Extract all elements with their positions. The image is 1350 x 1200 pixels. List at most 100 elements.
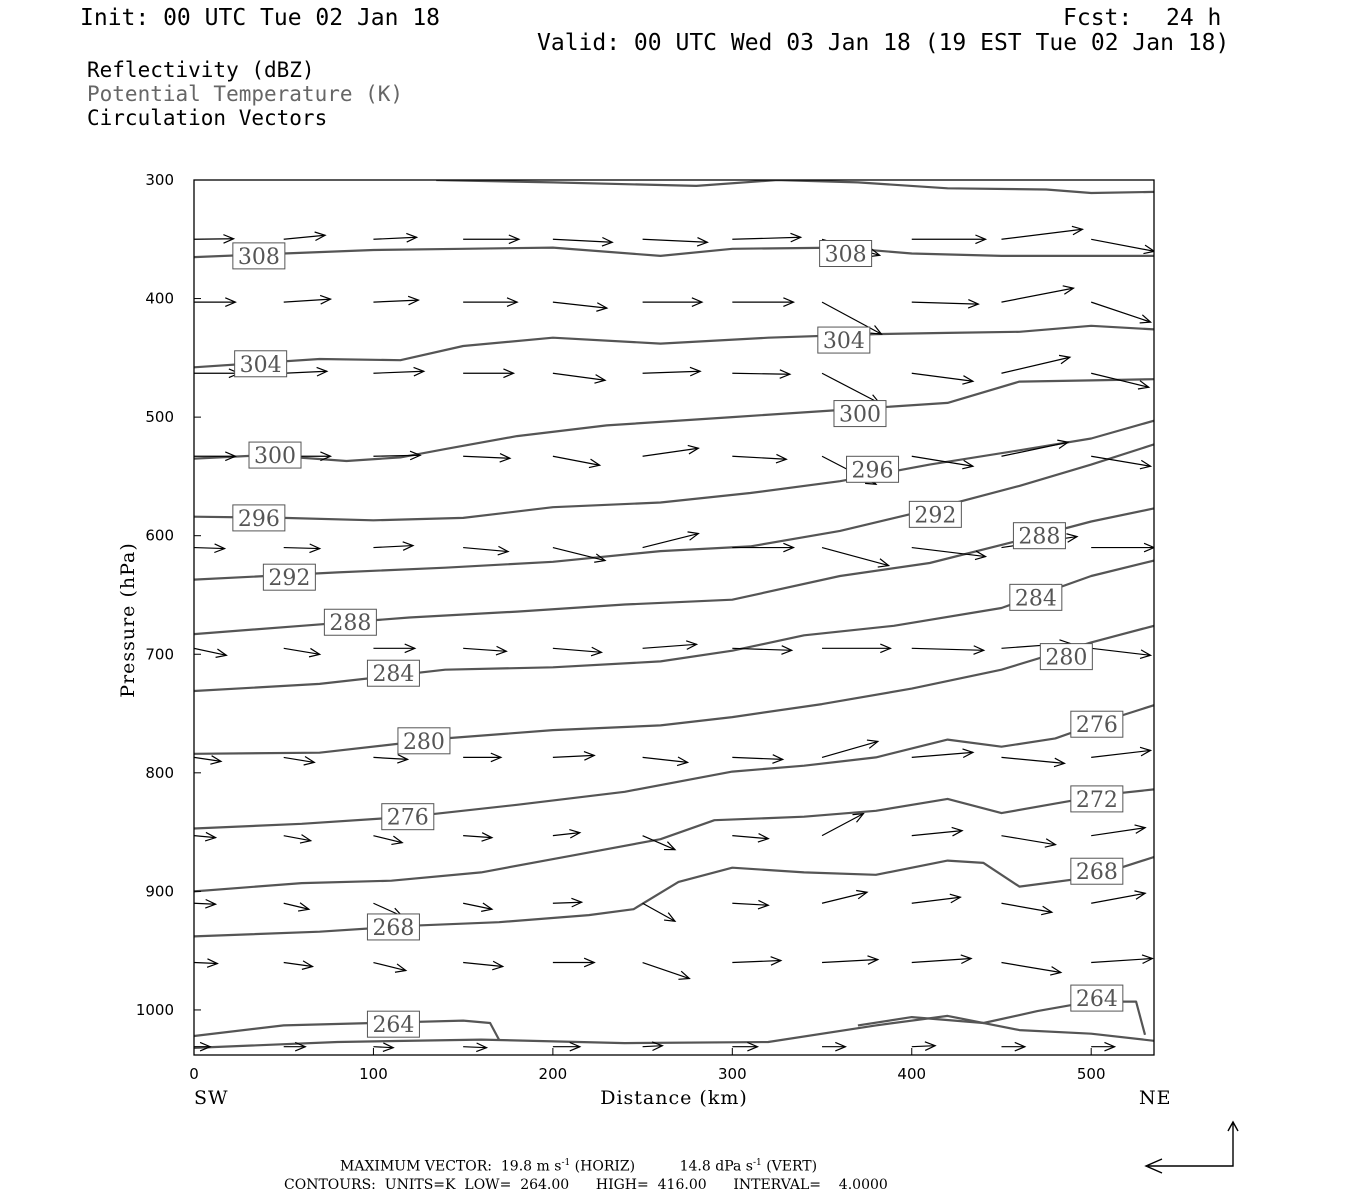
x-tick-label: 100 xyxy=(359,1065,388,1083)
max-vector-line: MAXIMUM VECTOR: 19.8 m s-1 (HORIZ) 14.8 … xyxy=(340,1158,817,1175)
svg-text:292: 292 xyxy=(268,566,310,591)
circulation-vector xyxy=(911,455,975,470)
y-tick-label: 800 xyxy=(145,764,174,782)
y-tick-label: 400 xyxy=(145,290,174,308)
circulation-vector xyxy=(1091,238,1154,255)
contour-label: 264 xyxy=(366,1010,420,1038)
circulation-vector xyxy=(911,826,964,837)
circulation-vector xyxy=(642,835,677,851)
svg-text:272: 272 xyxy=(1076,788,1118,813)
circulation-vector xyxy=(194,898,218,909)
circulation-vector xyxy=(732,899,770,910)
svg-text:264: 264 xyxy=(1076,987,1118,1012)
circulation-vector xyxy=(1001,225,1085,240)
circulation-vector xyxy=(1001,902,1054,916)
x-tick-label: 500 xyxy=(1077,1065,1106,1083)
init-time: Init: 00 UTC Tue 02 Jan 18 xyxy=(80,5,441,31)
y-axis-label: Pressure (hPa) xyxy=(117,542,139,698)
circulation-vector xyxy=(732,542,796,553)
circulation-vector xyxy=(283,647,322,658)
circulation-vector xyxy=(911,234,988,245)
contour-label: 264 xyxy=(1070,984,1124,1012)
circulation-vector xyxy=(911,893,962,904)
circulation-vector xyxy=(732,1041,760,1052)
circulation-vector xyxy=(552,301,609,312)
circulation-vector xyxy=(194,368,241,379)
theta-contour-264 xyxy=(194,1019,500,1041)
x-tick-label: 400 xyxy=(897,1065,926,1083)
circulation-vector xyxy=(463,752,503,763)
circulation-vector xyxy=(283,960,315,970)
theta-contour-280 xyxy=(194,624,1154,755)
contour-label: 292 xyxy=(262,563,316,591)
circulation-vector xyxy=(1001,1041,1027,1052)
contour-label: 272 xyxy=(1070,785,1124,813)
svg-text:268: 268 xyxy=(1076,860,1118,885)
circulation-vector xyxy=(642,297,704,307)
circulation-vector xyxy=(194,297,237,307)
legend-circulation-vectors: Circulation Vectors xyxy=(87,106,328,130)
svg-text:300: 300 xyxy=(839,403,881,428)
contour-labels: 308 308 304 304 300 300 296 296 292 292 288 288 284 2… xyxy=(232,240,1124,1038)
circulation-vector xyxy=(642,366,702,377)
circulation-vector xyxy=(642,444,700,457)
circulation-vector xyxy=(194,647,228,658)
contour-label: 268 xyxy=(366,913,420,941)
circulation-vector xyxy=(463,645,508,656)
svg-text:308: 308 xyxy=(238,245,280,270)
circulation-vectors xyxy=(194,225,1154,1053)
circulation-vector xyxy=(463,234,521,245)
circulation-vector xyxy=(1001,285,1075,303)
circulation-vector xyxy=(552,828,582,839)
circulation-vector xyxy=(1091,455,1153,470)
circulation-vector xyxy=(821,739,880,758)
valid-time: Valid: 00 UTC Wed 03 Jan 18 (19 EST Tue … xyxy=(537,30,1230,56)
circulation-vector xyxy=(1001,756,1067,768)
svg-text:280: 280 xyxy=(1045,646,1087,671)
theta-contour-312 xyxy=(436,180,1154,195)
circulation-vector xyxy=(283,543,322,554)
theta-contour-292 xyxy=(194,443,1154,581)
x-end-label: NE xyxy=(1139,1087,1172,1109)
svg-text:300: 300 xyxy=(254,444,296,469)
circulation-vector xyxy=(194,755,223,765)
circulation-vector xyxy=(732,645,794,655)
circulation-vector xyxy=(732,833,770,843)
y-tick-label: 600 xyxy=(145,527,174,545)
vert-exponent: -1 xyxy=(752,1158,762,1168)
circulation-vector xyxy=(1091,1041,1117,1052)
circulation-vector xyxy=(283,366,329,377)
circulation-vector xyxy=(911,1041,937,1051)
circulation-vector xyxy=(463,902,494,912)
svg-text:264: 264 xyxy=(372,1013,414,1038)
circulation-vector xyxy=(463,960,505,971)
circulation-vector xyxy=(552,751,596,761)
circulation-vector xyxy=(911,748,975,759)
svg-text:292: 292 xyxy=(914,503,956,528)
circulation-vector xyxy=(642,961,691,980)
contour-label: 268 xyxy=(1070,857,1124,885)
contour-label: 304 xyxy=(234,350,288,378)
circulation-vector xyxy=(283,231,327,242)
circulation-vector xyxy=(642,640,699,650)
reference-vector-icon xyxy=(1144,1120,1239,1174)
circulation-vector xyxy=(732,453,788,464)
forecast-label: Fcst: xyxy=(1063,5,1133,31)
theta-contour-264 xyxy=(857,1000,1147,1036)
legend-reflectivity: Reflectivity (dBZ) xyxy=(87,58,315,82)
circulation-vector xyxy=(1091,647,1153,659)
x-tick-label: 0 xyxy=(189,1065,199,1083)
circulation-vector xyxy=(642,236,709,247)
contour-label: 288 xyxy=(1012,522,1066,550)
circulation-vector xyxy=(642,531,700,549)
circulation-vector xyxy=(1091,301,1153,324)
circulation-vector xyxy=(642,1041,664,1052)
circulation-vector xyxy=(552,1041,582,1052)
max-vector-label: MAXIMUM VECTOR: xyxy=(340,1158,492,1175)
contour-label: 300 xyxy=(248,441,302,469)
axes: 300 400 500 600 700 800 900 1000 0 100 200 300 400 50… xyxy=(136,171,1106,1083)
contour-label: 276 xyxy=(1070,710,1124,738)
circulation-vector xyxy=(1001,439,1070,457)
circulation-vector xyxy=(373,232,419,243)
